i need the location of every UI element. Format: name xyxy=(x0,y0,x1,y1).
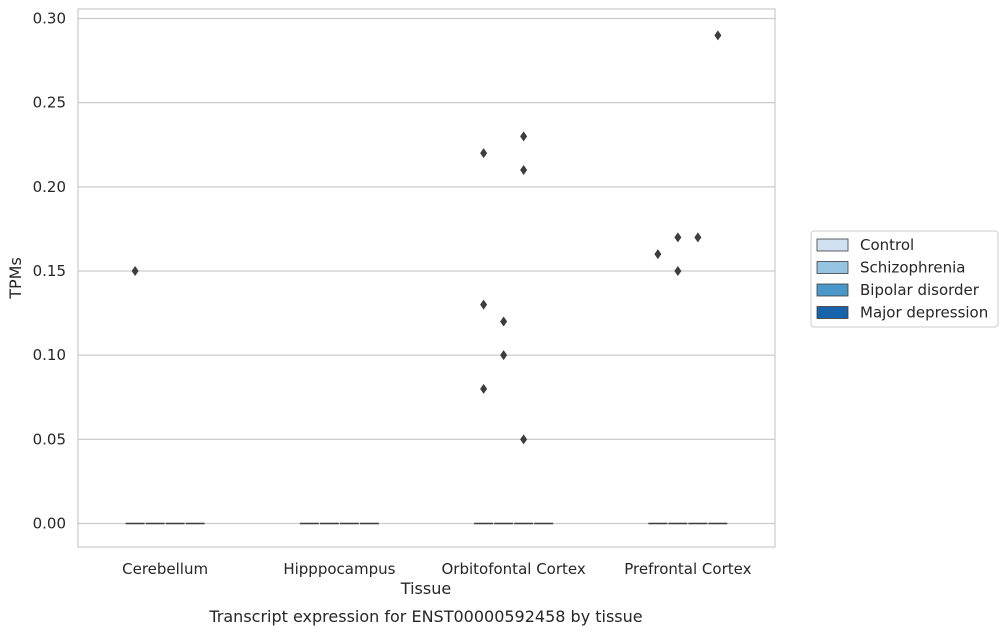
outlier-point xyxy=(480,383,488,394)
outlier-point xyxy=(520,165,528,175)
plot-frame xyxy=(77,8,776,548)
legend: Control Schizophrenia Bipolar disorder Majo… xyxy=(810,230,999,328)
gridlines xyxy=(78,17,775,525)
y-tick-label: 0.00 xyxy=(33,515,66,533)
legend-swatch xyxy=(816,238,849,252)
y-tick-label: 0.10 xyxy=(33,346,66,364)
x-tick-label: Prefrontal Cortex xyxy=(624,560,751,578)
outlier-point xyxy=(500,350,508,361)
outlier-point xyxy=(131,266,139,276)
x-axis-label: Tissue xyxy=(400,579,451,598)
outlier-point xyxy=(714,30,722,41)
chart-caption: Transcript expression for ENST0000059245… xyxy=(208,607,642,626)
x-axis-ticks: Cerebellum Hipppocampus Orbitofontal Corte… xyxy=(122,560,751,578)
legend-swatch xyxy=(816,283,849,297)
outlier-point xyxy=(500,316,508,327)
outlier-point xyxy=(694,232,702,243)
outlier-point xyxy=(520,434,528,445)
legend-entry-label: Major depression xyxy=(860,304,988,322)
x-tick-label: Cerebellum xyxy=(122,560,208,578)
y-axis-label: TPMs xyxy=(6,257,25,300)
legend-entry-label: Schizophrenia xyxy=(860,259,965,277)
outlier-point xyxy=(520,131,528,142)
legend-swatch xyxy=(816,261,849,274)
y-tick-label: 0.20 xyxy=(33,178,66,196)
outlier-point xyxy=(480,148,488,159)
legend-frame xyxy=(810,230,999,328)
y-tick-label: 0.15 xyxy=(33,262,66,280)
plot-background xyxy=(78,9,775,547)
outlier-point xyxy=(480,299,488,310)
legend-swatch xyxy=(816,306,849,319)
y-axis-ticks: 0.00 0.05 0.10 0.15 0.20 0.25 0.30 xyxy=(33,10,66,533)
x-tick-label: Hipppocampus xyxy=(283,560,395,578)
x-tick-label: Orbitofontal Cortex xyxy=(442,560,586,578)
y-tick-label: 0.30 xyxy=(33,10,66,28)
outlier-points xyxy=(131,30,722,445)
outlier-point xyxy=(674,266,682,276)
legend-entry-label: Control xyxy=(860,236,914,254)
y-tick-label: 0.05 xyxy=(33,430,66,448)
outlier-point xyxy=(654,249,662,260)
outlier-point xyxy=(674,232,682,243)
legend-entry-label: Bipolar disorder xyxy=(860,281,980,299)
y-tick-label: 0.25 xyxy=(33,94,66,112)
